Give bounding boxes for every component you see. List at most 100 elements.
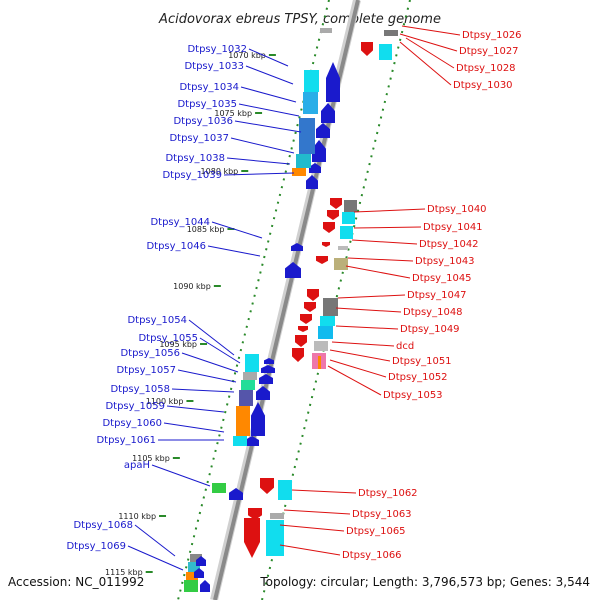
gene-label: Dtpsy_1045: [412, 273, 472, 284]
label-leader: [351, 239, 418, 245]
label-leader: [335, 325, 399, 330]
forward-gene-arrow: [256, 386, 270, 400]
tick-label: 1100 kbp: [146, 397, 184, 406]
label-leader: [177, 369, 237, 383]
domain-block: [278, 480, 292, 500]
gene-label: Dtpsy_1040: [427, 204, 487, 215]
tick-label: 1085 kbp: [187, 225, 225, 234]
tick-label: 1080 kbp: [201, 167, 239, 176]
tick-label: 1090 kbp: [173, 282, 211, 291]
domain-block: [186, 572, 198, 580]
gene-label: Dtpsy_1068: [73, 520, 133, 531]
domain-block: [245, 354, 259, 372]
forward-gene-arrow: [309, 163, 321, 173]
tick-label: 1110 kbp: [118, 512, 156, 521]
gene-label: Dtpsy_1046: [146, 241, 206, 252]
forward-gene-arrow: [316, 123, 330, 138]
label-leader: [234, 120, 302, 133]
tick-label: 1095 kbp: [159, 340, 197, 349]
label-leader: [207, 245, 261, 257]
gene-label: Dtpsy_1030: [453, 80, 513, 91]
reverse-gene-arrow: [327, 210, 339, 220]
label-leader: [329, 359, 387, 378]
domain-block: [320, 316, 335, 326]
label-leader: [401, 25, 461, 36]
label-leader: [291, 489, 357, 494]
reverse-gene-arrow: [298, 326, 308, 332]
label-leader: [337, 294, 406, 299]
label-leader: [151, 464, 211, 487]
domain-block: [320, 28, 332, 33]
domain-block: [344, 200, 357, 212]
gene-features: [184, 28, 398, 592]
label-leader: [399, 33, 458, 52]
gene-label: Dtpsy_1049: [400, 324, 460, 335]
gene-label: Dtpsy_1039: [162, 170, 222, 181]
domain-block: [338, 246, 348, 250]
gene-label: Dtpsy_1032: [187, 44, 247, 55]
domain-block: [323, 298, 338, 316]
label-leader: [134, 524, 176, 557]
domain-block: [188, 562, 200, 572]
forward-gene-arrow: [261, 365, 275, 373]
label-leader: [245, 65, 294, 85]
forward-gene-arrow: [306, 175, 318, 189]
forward-gene-arrow: [251, 402, 265, 436]
gene-label: Dtpsy_1054: [127, 315, 187, 326]
gene-labels: Dtpsy_1032 Dtpsy_1033 Dtpsy_1034 Dtpsy_1035…: [66, 30, 521, 561]
reverse-gene-arrow: [323, 222, 335, 233]
reverse-gene-arrow: [304, 302, 316, 312]
label-leader: [329, 349, 391, 362]
domain-block: [236, 406, 250, 436]
label-leader: [188, 319, 235, 356]
gene-label: Dtpsy_1034: [179, 82, 239, 93]
label-leader: [353, 226, 422, 229]
reverse-gene-arrow: [307, 289, 319, 301]
forward-gene-arrow: [259, 374, 273, 384]
gene-label: Dtpsy_1036: [173, 116, 233, 127]
label-leader: [240, 86, 297, 103]
gene-label: Dtpsy_1047: [407, 290, 467, 301]
domain-block: [334, 258, 348, 270]
accession-text: Accession: NC_011992: [8, 575, 144, 589]
label-leader: [399, 41, 452, 86]
gene-label: dcd: [396, 341, 414, 352]
forward-gene-arrow: [312, 140, 326, 162]
gene-label: Dtpsy_1042: [419, 239, 479, 250]
reverse-gene-arrow: [292, 348, 304, 362]
domain-block: [296, 154, 311, 168]
domain-block: [243, 372, 257, 380]
forward-gene-arrow: [326, 62, 340, 102]
domain-block: [212, 483, 226, 493]
domain-block: [239, 390, 253, 406]
domain-block: [304, 70, 319, 92]
gene-label: Dtpsy_1053: [383, 390, 443, 401]
summary-text: Topology: circular; Length: 3,796,573 bp…: [259, 575, 590, 589]
forward-gene-arrow: [200, 580, 210, 592]
label-leader: [230, 137, 295, 154]
label-leader: [347, 257, 414, 262]
domain-block: [340, 226, 353, 239]
gene-label: Dtpsy_1055: [138, 333, 198, 344]
gene-label: Dtpsy_1056: [120, 348, 180, 359]
label-leader: [181, 352, 239, 373]
forward-gene-arrow: [196, 556, 206, 566]
reverse-gene-arrow: [300, 314, 312, 324]
label-leader: [327, 365, 382, 396]
label-leader: [127, 545, 184, 571]
label-leader: [199, 337, 241, 364]
domain-block: [303, 92, 318, 114]
domain-block: [233, 436, 247, 446]
domain-block: [190, 554, 202, 562]
label-leader: [226, 157, 291, 165]
tick-label: 1115 kbp: [105, 568, 143, 577]
gene-label: Dtpsy_1043: [415, 256, 475, 267]
domain-block: [314, 341, 328, 351]
gene-label: Dtpsy_1066: [342, 550, 402, 561]
gene-label: Dtpsy_1037: [169, 133, 229, 144]
gene-label: Dtpsy_1061: [96, 435, 156, 446]
gene-label: Dtpsy_1027: [459, 46, 519, 57]
forward-gene-arrow: [194, 568, 204, 578]
gene-label: Dtpsy_1059: [105, 401, 165, 412]
